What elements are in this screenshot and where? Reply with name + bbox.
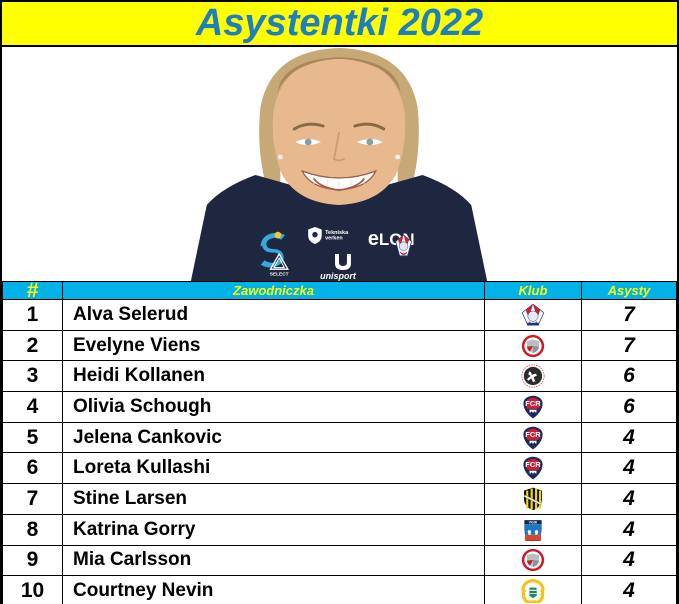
svg-text:unisport: unisport <box>320 271 357 281</box>
svg-text:SELECT: SELECT <box>270 272 289 278</box>
svg-text:verken: verken <box>325 236 343 242</box>
